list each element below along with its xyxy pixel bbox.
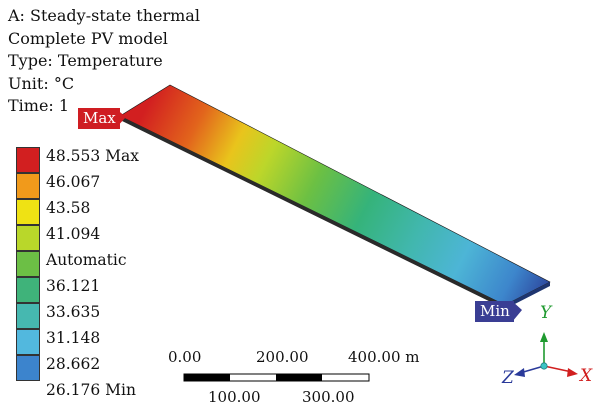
legend-swatch	[16, 355, 40, 381]
min-probe-pointer	[512, 301, 522, 322]
legend-swatch	[16, 225, 40, 251]
scale-label-400: 400.00 m	[348, 348, 420, 366]
legend-label: 33.635	[46, 303, 101, 321]
pv-plate-side-edge	[505, 282, 550, 309]
legend-label-min: 26.176 Min	[46, 381, 136, 399]
legend-label: 36.121	[46, 277, 101, 295]
max-probe-label[interactable]: Max	[78, 108, 120, 129]
legend-swatch	[16, 147, 40, 173]
result-time: Time: 1	[8, 96, 70, 115]
result-type: Type: Temperature	[8, 51, 163, 70]
scale-label-200: 200.00	[256, 348, 309, 366]
axis-triad[interactable]	[498, 298, 598, 388]
scale-label-0: 0.00	[168, 348, 202, 366]
model-name: Complete PV model	[8, 28, 168, 48]
z-axis-label: Z	[502, 368, 514, 388]
legend-label: 41.094	[46, 225, 101, 243]
legend-swatch	[16, 251, 40, 277]
legend-label-max: 48.553 Max	[46, 147, 140, 165]
legend-label: 28.662	[46, 355, 101, 373]
y-axis-label: Y	[540, 303, 552, 323]
result-header: A: Steady-state thermal Complete PV mode…	[8, 5, 200, 118]
scale-label-100: 100.00	[208, 388, 261, 406]
legend-label-automatic[interactable]: Automatic	[46, 251, 127, 269]
x-axis-arrow	[567, 368, 578, 377]
legend-swatch	[16, 199, 40, 225]
min-probe-label[interactable]: Min	[475, 301, 514, 322]
result-unit: Unit: °C	[8, 73, 75, 93]
legend-swatch	[16, 329, 40, 355]
legend-swatch	[16, 173, 40, 199]
y-axis-arrow	[540, 332, 548, 342]
z-axis-arrow	[514, 368, 525, 377]
legend-swatch	[16, 303, 40, 329]
scale-label-300: 300.00	[302, 388, 355, 406]
triad-origin	[540, 362, 548, 370]
legend-swatch	[16, 277, 40, 303]
analysis-title: A: Steady-state thermal	[8, 6, 200, 25]
x-axis-line	[543, 365, 573, 373]
pv-plate-edge	[120, 116, 505, 309]
legend-label: 43.58	[46, 199, 91, 217]
legend-label: 31.148	[46, 329, 101, 347]
legend-label: 46.067	[46, 173, 101, 191]
x-axis-label: X	[580, 366, 593, 386]
